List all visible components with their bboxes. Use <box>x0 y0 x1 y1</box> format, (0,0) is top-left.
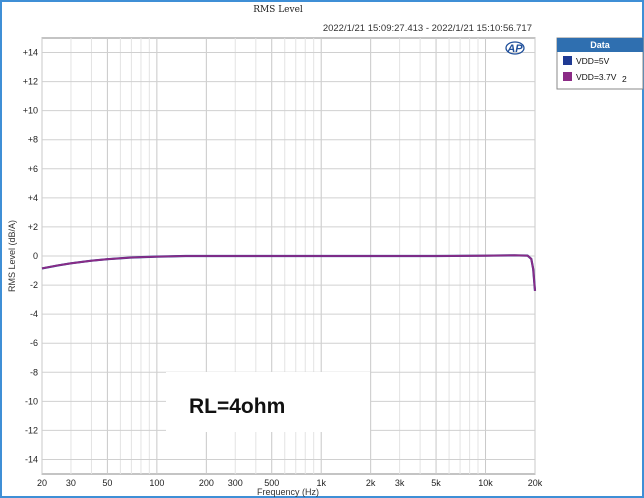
series-line-1 <box>41 254 536 291</box>
legend-label-1: VDD=3.7V <box>576 72 617 82</box>
x-tick-label: 20k <box>528 478 543 488</box>
x-tick-label: 2k <box>366 478 376 488</box>
y-tick-label: +10 <box>23 106 38 116</box>
x-tick-label: 200 <box>199 478 214 488</box>
x-tick-label: 50 <box>102 478 112 488</box>
chart-title: RMS Level <box>253 5 303 15</box>
legend: Data VDD=5V VDD=3.7V 2 <box>556 37 644 90</box>
y-tick-label: -10 <box>25 396 38 406</box>
x-tick-label: 3k <box>395 478 405 488</box>
y-tick-label: +4 <box>28 193 38 203</box>
legend-suffix-1: 2 <box>622 74 627 84</box>
legend-header <box>557 38 643 52</box>
x-tick-label: 30 <box>66 478 76 488</box>
y-tick-label: +2 <box>28 222 38 232</box>
y-tick-labels: +14 +12 +10 +8 +6 +4 +2 0 -2 -4 -6 -8 -10 -12 -14 <box>23 48 38 465</box>
x-axis-label: Frequency (Hz) <box>257 487 319 497</box>
y-tick-label: -4 <box>30 309 38 319</box>
series-lines <box>41 254 537 291</box>
x-tick-label: 1k <box>316 478 326 488</box>
y-tick-label: +14 <box>23 48 38 58</box>
legend-label-0: VDD=5V <box>576 56 610 66</box>
y-tick-label: +12 <box>23 77 38 87</box>
y-tick-label: +6 <box>28 164 38 174</box>
ap-logo: AP <box>505 41 525 55</box>
x-tick-label: 100 <box>149 478 164 488</box>
x-tick-label: 5k <box>431 478 441 488</box>
y-tick-label: -6 <box>30 338 38 348</box>
y-tick-label: -12 <box>25 425 38 435</box>
x-tick-label: 300 <box>228 478 243 488</box>
x-tick-label: 500 <box>264 478 279 488</box>
y-tick-label: +8 <box>28 135 38 145</box>
y-tick-label: -2 <box>30 280 38 290</box>
legend-title: Data <box>590 40 611 50</box>
x-tick-labels: 20 30 50 100 200 300 500 1k 2k 3k 5k 10k 20k <box>37 478 543 488</box>
y-axis-label: RMS Level (dB/A) <box>7 220 17 292</box>
x-tick-label: 20 <box>37 478 47 488</box>
y-tick-label: -8 <box>30 367 38 377</box>
legend-swatch-1 <box>563 72 572 81</box>
annotation-box <box>166 372 370 432</box>
chart-subtitle: 2022/1/21 15:09:27.413 - 2022/1/21 15:10… <box>323 23 532 34</box>
x-tick-label: 10k <box>478 478 493 488</box>
ap-logo-text: AP <box>506 43 523 55</box>
y-tick-label: -14 <box>25 454 38 464</box>
y-tick-label: 0 <box>33 251 38 261</box>
legend-swatch-0 <box>563 56 572 65</box>
annotation-rl: RL=4ohm <box>189 395 285 418</box>
